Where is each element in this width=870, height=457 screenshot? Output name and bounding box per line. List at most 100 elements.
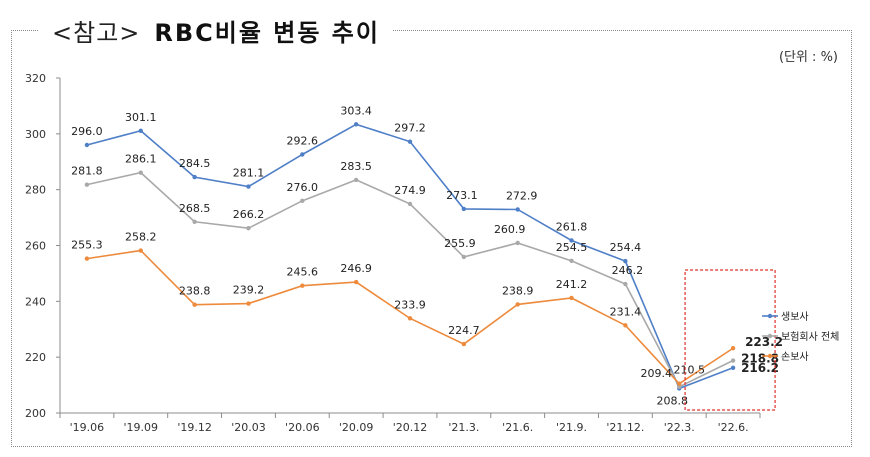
legend-label: 생보사 [781, 311, 809, 323]
data-label: 281.1 [233, 167, 265, 180]
data-label: 254.4 [610, 241, 642, 254]
x-tick-label: '21.3. [448, 421, 479, 434]
data-point [192, 174, 197, 180]
x-tick-label: '19.12 [177, 421, 212, 434]
data-label: 303.4 [340, 104, 372, 117]
data-point [623, 281, 628, 287]
data-label: 210.5 [673, 364, 705, 377]
data-point [192, 219, 197, 224]
data-point [730, 358, 736, 363]
data-label: 233.9 [394, 298, 426, 311]
data-point [677, 384, 682, 389]
data-label: 266.2 [233, 208, 265, 221]
unit-label: (단위 : %) [778, 50, 838, 65]
data-point [353, 177, 359, 183]
data-point [569, 258, 574, 264]
x-tick-label: '21.9. [556, 421, 587, 434]
data-label: 246.2 [612, 264, 644, 277]
data-point [677, 381, 682, 386]
data-point [623, 323, 628, 328]
data-point [569, 295, 574, 301]
title-tag: <참고> [52, 18, 141, 47]
data-label: 231.4 [610, 305, 642, 318]
y-tick-label: 260 [25, 240, 46, 253]
data-label: 283.5 [340, 160, 372, 173]
data-point [461, 254, 467, 260]
data-label: 218.8 [741, 352, 779, 366]
data-point [353, 279, 359, 285]
data-point [461, 341, 467, 347]
x-tick-label: '21.12. [606, 421, 644, 434]
data-point [461, 206, 467, 212]
series-layer [84, 122, 736, 391]
y-tick-label: 320 [25, 72, 46, 85]
y-tick-label: 220 [25, 351, 46, 364]
highlight-box [684, 269, 776, 411]
data-label: 216.2 [741, 361, 779, 375]
data-label: 255.3 [71, 239, 103, 252]
data-point [515, 240, 520, 246]
x-tick-label: '20.12 [393, 421, 428, 434]
x-tick-label: '20.03 [231, 421, 266, 434]
data-label: 273.1 [446, 189, 478, 202]
y-tick-label: 300 [25, 128, 46, 141]
data-point [515, 207, 520, 212]
data-label: 224.7 [448, 324, 480, 337]
data-point [300, 283, 305, 288]
data-label: 301.1 [125, 111, 157, 124]
x-tick-label: '19.06 [70, 421, 105, 434]
data-point [246, 184, 251, 189]
chart-title: RBC비율 변동 추이 [154, 18, 380, 47]
data-point [623, 258, 628, 264]
data-point [353, 122, 359, 127]
data-label: 260.9 [494, 223, 526, 236]
legend-label: 손보사 [781, 351, 809, 363]
data-label: 276.0 [287, 181, 319, 194]
chart-frame [11, 30, 852, 447]
y-tick-label: 240 [25, 295, 46, 308]
data-label: 238.9 [502, 284, 534, 297]
data-label: 284.5 [179, 157, 211, 170]
data-point [515, 302, 520, 307]
x-tick-label: '19.09 [124, 421, 159, 434]
data-point [300, 152, 305, 157]
data-labels: 296.0 301.1 284.5 281.1 292.6 303.4 297.2 273.1… [71, 104, 783, 411]
data-label: 209.4 [640, 367, 672, 380]
data-point [730, 346, 736, 351]
x-tick-label: '22.3. [664, 421, 695, 434]
data-point [300, 198, 305, 204]
data-label: 281.8 [71, 165, 103, 178]
title-block: <참고> RBC비율 변동 추이 [38, 10, 392, 50]
legend-marker [767, 353, 773, 359]
data-label: 286.1 [125, 153, 157, 166]
data-point [569, 238, 574, 243]
data-point [407, 139, 413, 144]
data-label: 245.6 [287, 266, 319, 279]
legend-marker [767, 333, 773, 339]
data-point [84, 182, 90, 187]
data-point [730, 365, 736, 370]
data-label: 258.2 [125, 231, 157, 244]
data-label: 238.8 [179, 285, 211, 298]
data-point [84, 142, 90, 148]
y-tick-label: 280 [25, 184, 46, 197]
data-point [407, 201, 413, 207]
data-point [407, 316, 413, 321]
legend-label: 보험회사 전체 [781, 331, 839, 343]
data-label: 223.2 [745, 335, 783, 349]
data-label: 241.2 [556, 278, 588, 291]
data-point [246, 225, 251, 231]
data-point [138, 248, 143, 253]
data-label: 255.9 [444, 237, 476, 250]
data-point [84, 256, 90, 261]
data-label: 261.8 [556, 220, 588, 233]
data-label: 296.0 [71, 125, 103, 138]
data-point [246, 301, 251, 306]
data-label: 274.9 [394, 184, 426, 197]
data-label: 272.9 [506, 189, 538, 202]
data-label: 246.9 [340, 262, 372, 275]
data-point [138, 170, 143, 175]
x-tick-label: '21.6. [502, 421, 533, 434]
data-label: 292.6 [287, 134, 319, 147]
